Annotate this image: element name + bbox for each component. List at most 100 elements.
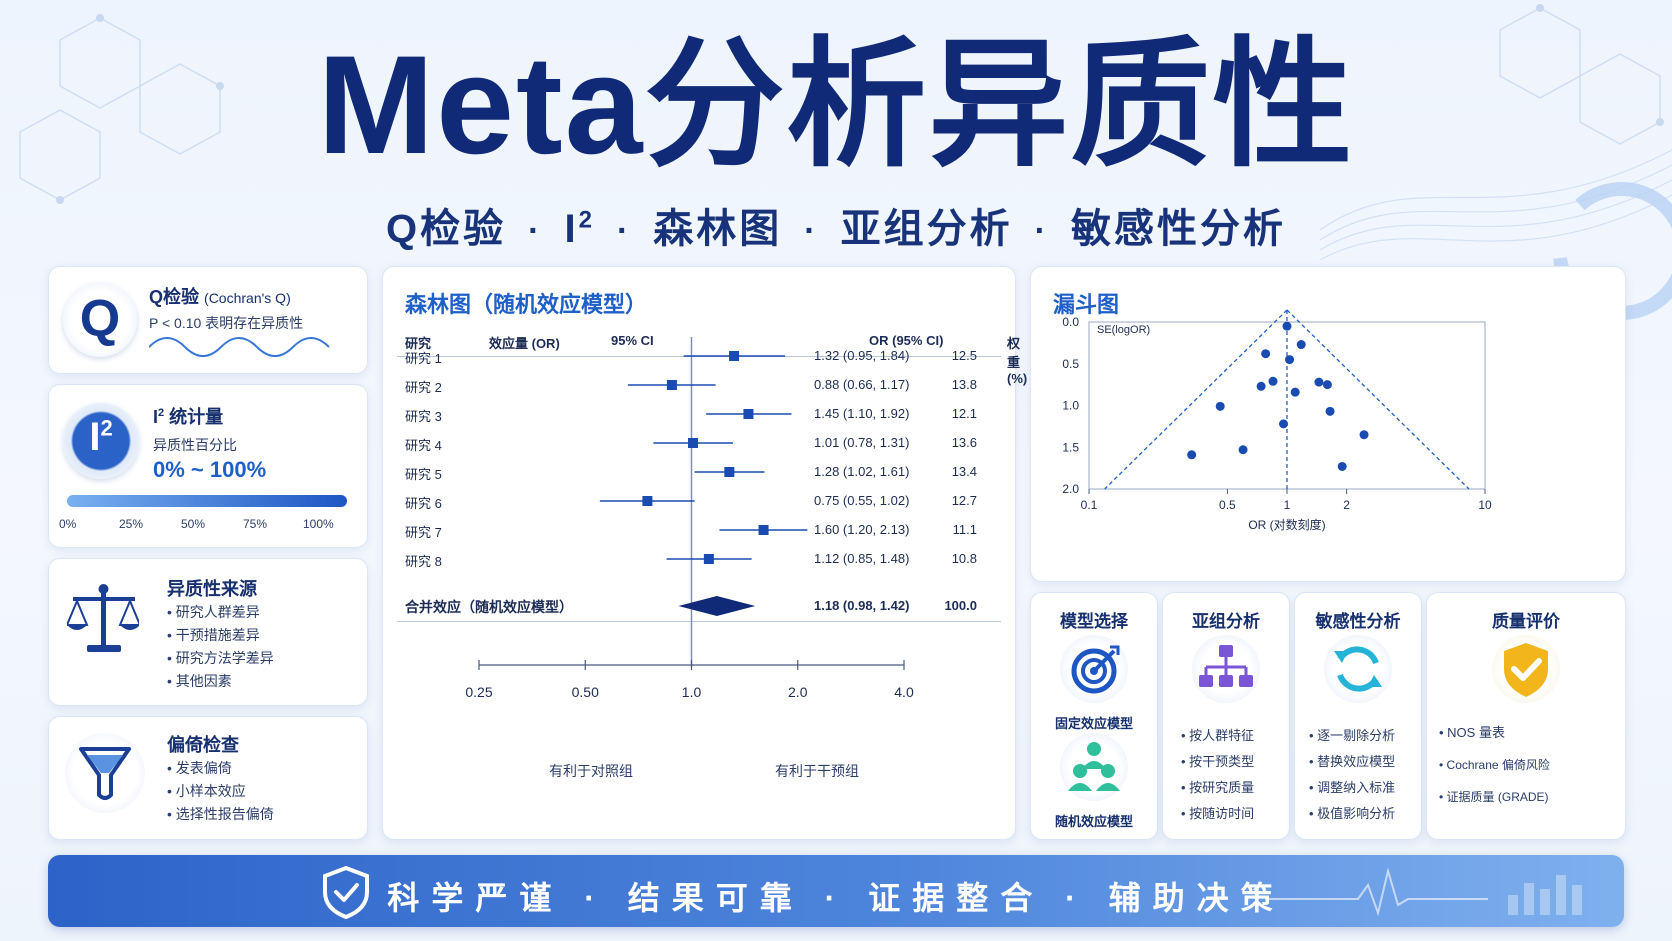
pooled-diamond [678, 596, 756, 616]
study-name: 研究 5 [405, 467, 442, 482]
subgroup-card: 亚组分析 按人群特征 按干预类型 按研究质量 按随访时间 [1162, 592, 1290, 840]
sensitivity-title: 敏感性分析 [1315, 612, 1401, 631]
list-item: 其他因素 [167, 670, 274, 693]
funnel-point [1238, 445, 1248, 455]
funnel-point [1187, 450, 1197, 460]
list-item: 按人群特征 [1181, 723, 1254, 749]
sensitivity-card: 敏感性分析 逐一剔除分析 替换效应模型 调整纳入标准 极值影响分析 [1294, 592, 1422, 840]
funnel-limit-line [1286, 309, 1470, 490]
model-title: 模型选择 [1060, 612, 1128, 631]
list-item: 研究方法学差异 [167, 647, 274, 670]
i2-tick-label: 25% [119, 517, 144, 531]
footer-slogan: 科学严谨 · 结果可靠 · 证据整合 · 辅助决策 [387, 880, 1285, 916]
forest-tick-label: 0.50 [572, 684, 599, 700]
study-marker [758, 525, 769, 535]
study-weight: 11.1 [952, 522, 977, 537]
funnel-x-tick-label: 0.5 [1219, 498, 1236, 512]
i2-card-title: I2 统计量 [153, 407, 224, 427]
funnel-plot: SE(logOR) 0.0 0.5 1.0 1.5 2.00.1 0.5 1 2 10 OR (对数… [1062, 309, 1492, 532]
study-name: 研究 2 [405, 380, 442, 395]
list-item: 按研究质量 [1181, 775, 1254, 801]
funnel-point [1322, 380, 1332, 390]
funnel-y-tick-label: 0.0 [1062, 315, 1079, 329]
bias-check-card: 偏倚检查 发表偏倚 小样本效应 选择性报告偏倚 [48, 716, 368, 840]
list-item: 按随访时间 [1181, 801, 1254, 827]
i2-card-desc: 异质性百分比 [153, 437, 237, 453]
bias-title: 偏倚检查 [167, 735, 239, 755]
pooled-divider [397, 621, 1001, 622]
shield-icon [323, 865, 369, 919]
q-test-card: Q Q检验 (Cochran's Q) P < 0.10 表明存在异质性 [48, 266, 368, 374]
header-weight: 权重 (%) [1007, 336, 1028, 386]
study-marker [688, 438, 699, 448]
subgroup-list: 按人群特征 按干预类型 按研究质量 按随访时间 [1181, 723, 1254, 827]
funnel-point [1256, 381, 1266, 391]
study-marker [724, 467, 735, 477]
fixed-model-label: 固定效应模型 [1054, 716, 1133, 731]
study-weight: 12.7 [951, 493, 977, 508]
funnel-y-tick-label: 0.5 [1062, 357, 1079, 371]
study-or-ci: 1.45 (1.10, 1.92) [814, 406, 910, 421]
refresh-icon [1324, 635, 1392, 703]
pulse-line-icon [1268, 867, 1582, 917]
pooled-weight: 100.0 [944, 598, 977, 613]
study-weight: 12.1 [951, 406, 977, 421]
funnel-limit-line [1104, 309, 1288, 490]
forest-tick-label: 1.0 [682, 684, 702, 700]
forest-tick-label: 2.0 [788, 684, 808, 700]
study-marker [743, 409, 754, 419]
funnel-point [1261, 349, 1271, 359]
forest-plot: 0.25 0.50 1.0 2.0 4.0 [465, 337, 914, 700]
header-study: 研究 [405, 336, 432, 351]
q-card-title: Q检验 (Cochran's Q) [149, 287, 291, 307]
i2-range: 0% ~ 100% [153, 457, 267, 482]
page-title: Meta分析异质性 [317, 26, 1355, 183]
funnel-point [1359, 430, 1369, 440]
i2-card: I2 I2 统计量 异质性百分比 0% ~ 100% 0% 25% 50% 75% 10… [48, 384, 368, 548]
study-marker [642, 496, 653, 506]
shield-check-icon [1492, 635, 1560, 703]
subtitle-separator: · [1034, 212, 1049, 250]
pooled-or-ci: 1.18 (0.98, 1.42) [814, 598, 910, 613]
sensitivity-list: 逐一剔除分析 替换效应模型 调整纳入标准 极值影响分析 [1309, 723, 1395, 827]
study-weight: 13.4 [951, 464, 977, 479]
funnel-x-tick-label: 2 [1343, 498, 1350, 512]
funnel-point [1278, 419, 1288, 429]
study-weight: 10.8 [951, 551, 977, 566]
forest-tick-label: 4.0 [894, 684, 914, 700]
heterogeneity-sources-card: 异质性来源 研究人群差异 干预措施差异 研究方法学差异 其他因素 [48, 558, 368, 706]
i2-tick-row: 0% 25% 50% 75% 100% [49, 517, 367, 535]
study-weight: 13.8 [951, 377, 977, 392]
funnel-point [1314, 377, 1324, 387]
study-or-ci: 1.01 (0.78, 1.31) [814, 435, 910, 450]
list-item: 调整纳入标准 [1309, 775, 1395, 801]
list-item: 发表偏倚 [167, 757, 274, 780]
model-selection-card: 模型选择 固定效应模型 随机效应模型 [1030, 592, 1158, 840]
subgroup-title: 亚组分析 [1192, 612, 1260, 631]
funnel-point [1337, 461, 1347, 471]
q-icon: Q [63, 283, 137, 357]
i2-gradient-bar [67, 495, 347, 507]
page-subtitle: Q检验 · I2 · 森林图 · 亚组分析 · 敏感性分析 [0, 196, 1672, 254]
funnel-point [1268, 376, 1278, 386]
subtitle-separator: · [616, 212, 632, 250]
subtitle-i2: I2 [564, 206, 595, 251]
subtitle-separator: · [804, 212, 819, 250]
i2-tick-label: 75% [243, 517, 268, 531]
funnel-point [1215, 401, 1225, 411]
funnel-plot-card: 漏斗图 SE(logOR) 0.0 0.5 1.0 1.5 2.0 0.1 0.5 1 2 10 OR… [1030, 266, 1626, 582]
forest-plot-card: 森林图（随机效应模型） 研究 效应量 (OR) 95% CI OR (95% C… [382, 266, 1027, 840]
i2-tick-label: 50% [181, 517, 206, 531]
study-weight: 13.6 [951, 435, 977, 450]
study-name: 研究 8 [405, 554, 442, 569]
subtitle-forest: 森林图 [653, 207, 783, 251]
sources-title: 异质性来源 [167, 579, 257, 599]
funnel-x-tick-label: 0.1 [1081, 498, 1098, 512]
list-item: 极值影响分析 [1309, 801, 1395, 827]
header-ci: 95% CI [611, 333, 654, 348]
wave-icon [149, 337, 330, 357]
favors-intervention-label: 有利于干预组 [775, 763, 859, 779]
list-item: 证据质量 (GRADE) [1439, 781, 1550, 813]
subtitle-subgroup: 亚组分析 [840, 207, 1013, 251]
funnel-point [1296, 340, 1306, 350]
